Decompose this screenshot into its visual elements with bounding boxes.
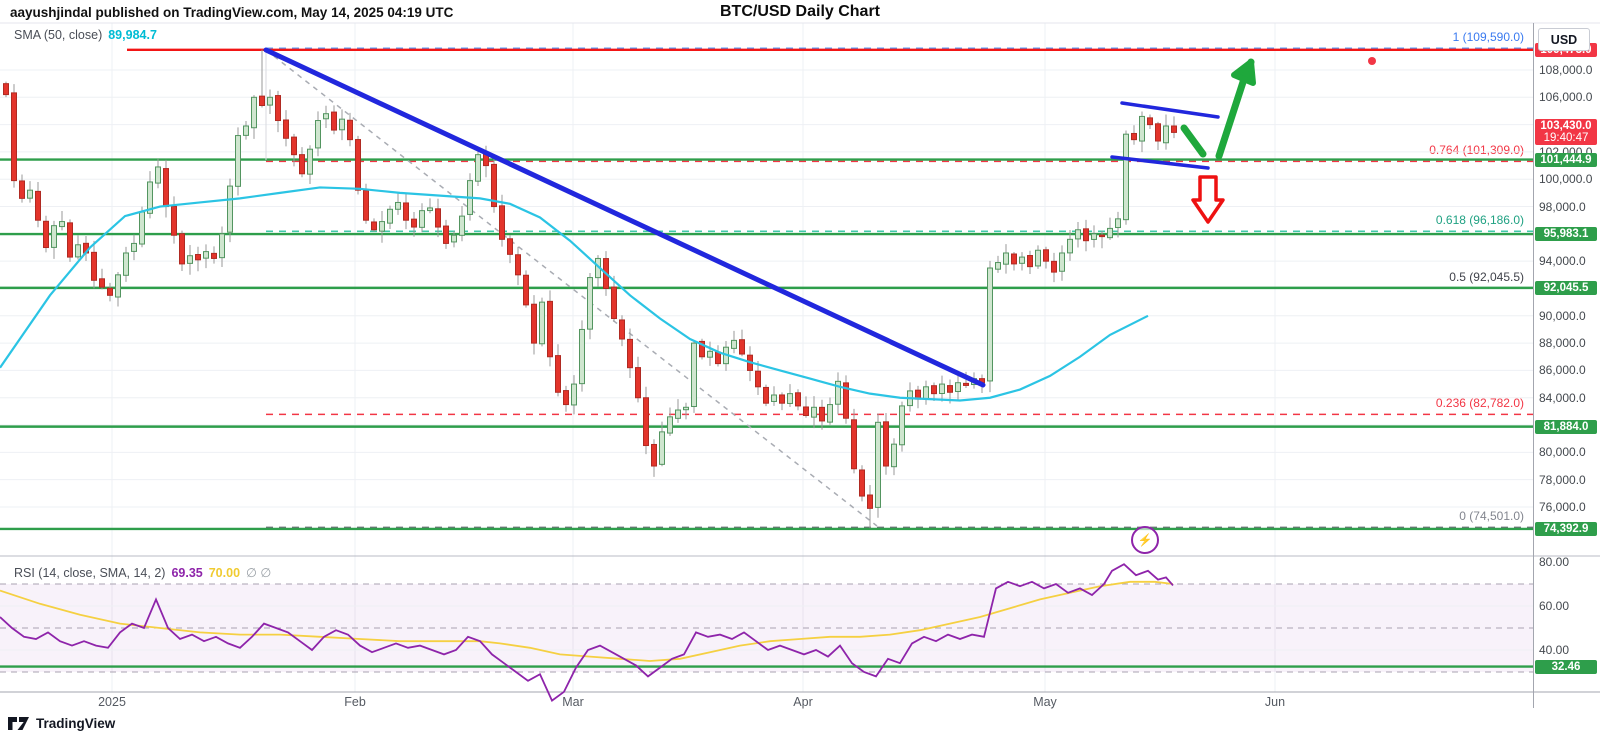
price-tick-label: 90,000.0 [1539, 308, 1586, 323]
price-tick-label: 88,000.0 [1539, 336, 1586, 351]
rsi-line [0, 563, 1174, 702]
fib-level-label: 0.764 (101,309.0) [1429, 143, 1524, 158]
time-axis-label: Mar [562, 695, 584, 709]
rsi-tick-label: 40.00 [1539, 643, 1570, 657]
price-axis-badge: 81,884.0 [1535, 419, 1597, 434]
fib-level-label: 0 (74,501.0) [1459, 509, 1524, 524]
rsi-sma-value: 70.00 [208, 566, 241, 580]
rsi-sma-line [0, 580, 1174, 662]
fib-level-label: 0.236 (82,782.0) [1435, 396, 1524, 411]
sma-legend-label: SMA (50, close) [14, 28, 103, 42]
tradingview-brand-text: TradingView [36, 716, 116, 731]
rsi-extra-flags: ∅ ∅ [246, 566, 272, 580]
price-tick-label: 84,000.0 [1539, 390, 1586, 405]
red-dot-marker [1368, 57, 1376, 65]
price-axis-badge: 32.46 [1535, 659, 1597, 674]
rsi-legend[interactable]: RSI (14, close, SMA, 14, 2) 69.35 70.00 ∅ ∅ [14, 565, 271, 580]
sma-legend[interactable]: SMA (50, close) 89,984.7 [14, 28, 157, 42]
price-tick-label: 80,000.0 [1539, 445, 1586, 460]
countdown-timer: 19:40:47 [1543, 132, 1589, 145]
rsi-value: 69.35 [171, 566, 203, 580]
tradingview-logo-icon [8, 717, 29, 730]
rsi-legend-label: RSI (14, close, SMA, 14, 2) [14, 566, 166, 580]
green-arrow-stub [1180, 124, 1207, 158]
price-tick-label: 108,000.0 [1539, 63, 1593, 77]
price-tick-label: 94,000.0 [1539, 254, 1586, 269]
rsi-tick-label: 60.00 [1539, 599, 1570, 613]
rsi-tick-label: 80.00 [1539, 555, 1570, 569]
price-axis-badge: 103,430.0 19:40:47 [1535, 119, 1597, 146]
tradingview-watermark[interactable]: TradingView [8, 716, 115, 731]
fib-level-label: 1 (109,590.0) [1452, 30, 1524, 45]
sma-legend-value: 89,984.7 [108, 28, 157, 42]
red-down-arrow [1191, 175, 1225, 224]
fib-level-label: 0.5 (92,045.5) [1449, 269, 1524, 284]
lightning-sticker-icon[interactable]: ⚡ [1131, 526, 1159, 554]
trendline [263, 47, 986, 388]
fib-level-label: 0.618 (96,186.0) [1435, 213, 1524, 228]
price-axis-badge: 74,392.9 [1535, 521, 1597, 536]
price-axis-badge: 95,983.1 [1535, 227, 1597, 242]
price-axis-badge: 101,444.9 [1535, 152, 1597, 167]
price-tick-label: 78,000.0 [1539, 472, 1586, 487]
currency-label[interactable]: USD [1538, 28, 1590, 51]
price-tick-label: 76,000.0 [1539, 499, 1586, 514]
time-axis-label: Jun [1264, 695, 1286, 709]
price-axis-badge: 92,045.5 [1535, 280, 1597, 295]
price-tick-label: 98,000.0 [1539, 199, 1586, 214]
sma50-line [0, 186, 1149, 402]
time-axis-label: Feb [344, 695, 366, 709]
time-axis-label: Apr [793, 695, 813, 709]
page-title: BTC/USD Daily Chart [719, 3, 881, 20]
mini-channel-line [1110, 155, 1210, 170]
price-tick-label: 86,000.0 [1539, 363, 1586, 378]
candles [3, 83, 1177, 509]
price-tick-label: 106,000.0 [1539, 90, 1593, 105]
mini-channel-line [1120, 101, 1220, 119]
price-tick-label: 100,000.0 [1539, 172, 1593, 187]
time-axis-label: May [1033, 695, 1057, 709]
attribution-text: aayushjindal published on TradingView.co… [10, 5, 454, 20]
time-axis-label: 2025 [98, 695, 126, 709]
